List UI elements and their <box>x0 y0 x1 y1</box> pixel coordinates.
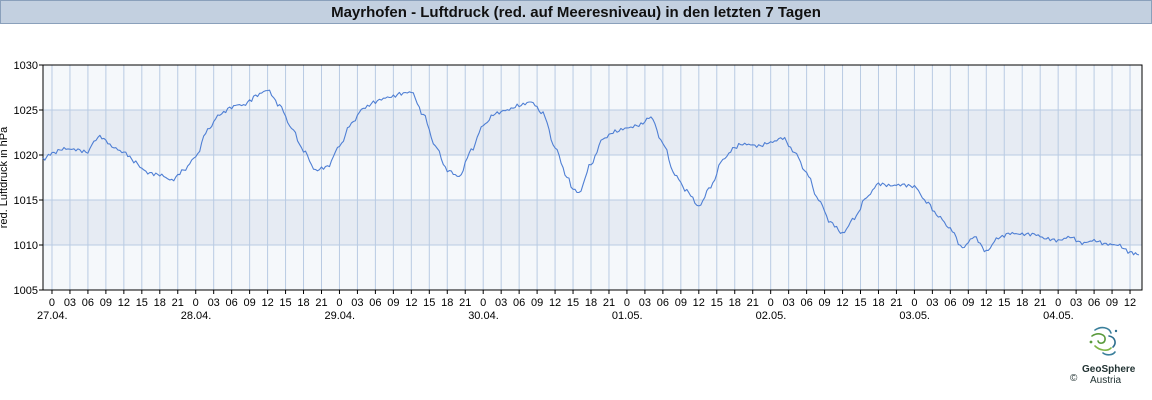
x-tick-label: 21 <box>747 297 759 309</box>
grid-band <box>43 200 1142 245</box>
date-label: 27.04. <box>37 310 68 322</box>
x-tick-label: 18 <box>585 297 597 309</box>
x-tick-label: 06 <box>369 297 381 309</box>
x-tick-label: 15 <box>567 297 579 309</box>
x-tick-label: 03 <box>208 297 220 309</box>
x-tick-label: 0 <box>1055 297 1061 309</box>
date-label: 04.05. <box>1043 310 1074 322</box>
x-tick-label: 06 <box>513 297 525 309</box>
date-label: 02.05. <box>756 310 787 322</box>
x-tick-label: 03 <box>783 297 795 309</box>
x-tick-label: 12 <box>980 297 992 309</box>
x-tick-label: 15 <box>711 297 723 309</box>
logo-subtitle: Austria <box>1090 375 1122 386</box>
y-tick-label: 1030 <box>14 60 38 72</box>
x-tick-label: 21 <box>1034 297 1046 309</box>
logo-copyright: © <box>1070 373 1078 384</box>
x-tick-label: 06 <box>1088 297 1100 309</box>
x-tick-label: 0 <box>49 297 55 309</box>
x-tick-label: 12 <box>836 297 848 309</box>
x-tick-label: 0 <box>768 297 774 309</box>
x-tick-label: 09 <box>100 297 112 309</box>
x-tick-label: 15 <box>423 297 435 309</box>
x-tick-label: 18 <box>441 297 453 309</box>
x-tick-label: 18 <box>1016 297 1028 309</box>
x-tick-label: 18 <box>872 297 884 309</box>
x-tick-label: 09 <box>1106 297 1118 309</box>
x-tick-label: 06 <box>657 297 669 309</box>
x-tick-label: 09 <box>531 297 543 309</box>
grid-band <box>43 110 1142 155</box>
date-label: 29.04. <box>324 310 355 322</box>
x-tick-label: 09 <box>962 297 974 309</box>
x-tick-label: 21 <box>315 297 327 309</box>
x-tick-label: 09 <box>387 297 399 309</box>
x-tick-label: 21 <box>172 297 184 309</box>
x-tick-label: 03 <box>351 297 363 309</box>
plot-frame <box>42 64 1143 291</box>
x-tick-label: 03 <box>639 297 651 309</box>
chart-title-bar: Mayrhofen - Luftdruck (red. auf Meeresni… <box>0 0 1152 24</box>
x-tick-label: 12 <box>549 297 561 309</box>
x-tick-label: 06 <box>226 297 238 309</box>
x-tick-label: 18 <box>154 297 166 309</box>
geosphere-logo-mark <box>1089 326 1118 356</box>
date-label: 28.04. <box>181 310 212 322</box>
y-tick-label: 1005 <box>14 285 38 297</box>
x-tick-label: 12 <box>1124 297 1136 309</box>
logo-name: GeoSphere <box>1082 364 1136 375</box>
x-tick-label: 15 <box>854 297 866 309</box>
x-tick-label: 15 <box>279 297 291 309</box>
x-tick-label: 12 <box>405 297 417 309</box>
x-tick-label: 09 <box>243 297 255 309</box>
plot-background <box>43 65 1142 290</box>
x-tick-label: 03 <box>495 297 507 309</box>
x-tick-label: 09 <box>818 297 830 309</box>
x-tick-label: 12 <box>261 297 273 309</box>
date-label: 03.05. <box>899 310 930 322</box>
x-tick-label: 21 <box>603 297 615 309</box>
x-tick-label: 06 <box>944 297 956 309</box>
x-tick-label: 18 <box>297 297 309 309</box>
date-label: 01.05. <box>612 310 643 322</box>
x-tick-label: 12 <box>118 297 130 309</box>
x-tick-label: 0 <box>624 297 630 309</box>
geosphere-logo <box>1065 322 1145 398</box>
x-tick-label: 0 <box>480 297 486 309</box>
x-tick-label: 0 <box>911 297 917 309</box>
x-tick-label: 0 <box>193 297 199 309</box>
y-tick-label: 1020 <box>14 150 38 162</box>
x-tick-label: 12 <box>693 297 705 309</box>
x-tick-label: 03 <box>64 297 76 309</box>
x-tick-label: 15 <box>136 297 148 309</box>
x-tick-label: 06 <box>800 297 812 309</box>
x-tick-label: 03 <box>1070 297 1082 309</box>
pressure-series-line <box>42 89 1140 256</box>
x-tick-label: 15 <box>998 297 1010 309</box>
x-tick-label: 18 <box>729 297 741 309</box>
x-tick-label: 21 <box>890 297 902 309</box>
x-tick-label: 06 <box>82 297 94 309</box>
y-axis-label: red. Luftdruck in hPa <box>0 126 10 228</box>
x-tick-label: 21 <box>459 297 471 309</box>
x-tick-label: 03 <box>926 297 938 309</box>
y-tick-label: 1025 <box>14 105 38 117</box>
x-tick-label: 09 <box>675 297 687 309</box>
x-tick-label: 0 <box>336 297 342 309</box>
chart-title: Mayrhofen - Luftdruck (red. auf Meeresni… <box>331 3 821 21</box>
y-tick-label: 1010 <box>14 240 38 252</box>
y-tick-label: 1015 <box>14 195 38 207</box>
date-label: 30.04. <box>468 310 499 322</box>
